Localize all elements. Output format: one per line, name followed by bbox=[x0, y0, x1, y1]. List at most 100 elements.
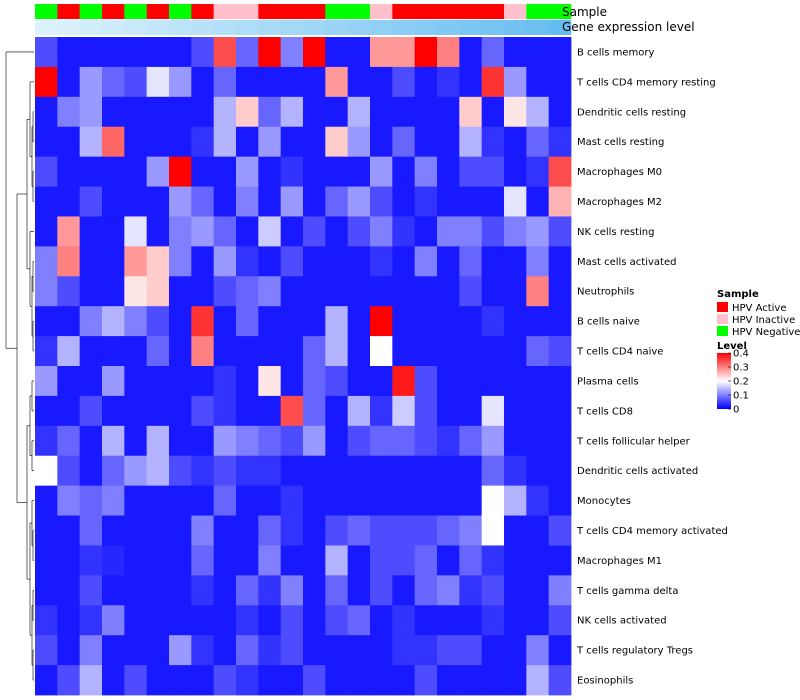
heatmap-cell bbox=[414, 306, 438, 337]
heatmap-cell bbox=[481, 216, 505, 247]
heatmap-cell bbox=[79, 186, 103, 217]
heatmap-cell bbox=[169, 515, 192, 546]
heatmap-cell bbox=[414, 96, 438, 128]
heatmap-cell bbox=[481, 605, 505, 636]
heatmap-cell bbox=[459, 156, 483, 187]
heatmap-cell bbox=[392, 575, 416, 606]
heatmap-cell bbox=[347, 575, 371, 606]
heatmap-cell bbox=[169, 395, 192, 427]
row-label: T cells gamma delta bbox=[576, 586, 678, 597]
heatmap-cell bbox=[79, 635, 103, 666]
heatmap-cell bbox=[548, 66, 572, 98]
heatmap-cell bbox=[548, 485, 572, 516]
heatmap-cell bbox=[370, 366, 393, 397]
heatmap-cell bbox=[347, 276, 371, 307]
heatmap-cell bbox=[347, 455, 371, 487]
heatmap-cell bbox=[504, 605, 527, 636]
heatmap-cell bbox=[392, 156, 416, 187]
heatmap-cell bbox=[347, 635, 371, 666]
heatmap-cell bbox=[437, 276, 460, 307]
heatmap-cell bbox=[370, 186, 393, 217]
heatmap-cell bbox=[303, 216, 326, 247]
heatmap-cell bbox=[258, 216, 282, 247]
heatmap-cell bbox=[303, 515, 326, 546]
heatmap-cell bbox=[347, 485, 371, 516]
heatmap-cell bbox=[57, 186, 81, 217]
heatmap-cell bbox=[236, 515, 259, 546]
sample-annotation-cell bbox=[347, 4, 371, 19]
heatmap-cell bbox=[102, 336, 125, 367]
heatmap-cell bbox=[459, 246, 483, 277]
heatmap-cell bbox=[79, 605, 103, 636]
heatmap-cell bbox=[325, 336, 349, 367]
heatmap-cell bbox=[459, 605, 483, 636]
heatmap-cell bbox=[280, 336, 304, 367]
heatmap-cell bbox=[459, 336, 483, 367]
heatmap-cell bbox=[35, 156, 58, 187]
row-label: B cells memory bbox=[577, 47, 654, 58]
heatmap-cell bbox=[414, 395, 438, 427]
heatmap-cell bbox=[303, 665, 326, 696]
heatmap-cell bbox=[79, 455, 103, 487]
heatmap-cell bbox=[437, 515, 460, 546]
expression-annotation-cell bbox=[325, 20, 348, 35]
heatmap-cell bbox=[213, 635, 237, 666]
heatmap-cell bbox=[236, 246, 259, 277]
legend-entry-label: HPV Inactive bbox=[732, 315, 795, 326]
heatmap-cell bbox=[392, 485, 416, 516]
heatmap-cell bbox=[392, 395, 416, 427]
heatmap-cell bbox=[146, 545, 170, 576]
heatmap-cell bbox=[102, 635, 125, 666]
heatmap-cell bbox=[370, 605, 393, 636]
heatmap-cell bbox=[526, 246, 550, 277]
heatmap-cell bbox=[102, 276, 125, 307]
row-label: T cells CD4 memory activated bbox=[576, 526, 728, 537]
heatmap-cell bbox=[392, 37, 416, 68]
heatmap-cell bbox=[35, 216, 58, 247]
heatmap-cell bbox=[303, 37, 326, 68]
heatmap-cell bbox=[481, 395, 505, 427]
heatmap-cell bbox=[236, 126, 259, 158]
heatmap-cell bbox=[526, 216, 550, 247]
level-tick-label: 0 bbox=[733, 405, 739, 416]
heatmap-cell bbox=[102, 395, 125, 427]
level-tick-label: 0.3 bbox=[733, 363, 749, 374]
heatmap-cell bbox=[504, 575, 527, 606]
heatmap-cell bbox=[35, 545, 58, 576]
expression-annotation-cell bbox=[102, 20, 125, 35]
heatmap-cell bbox=[191, 425, 215, 457]
heatmap-cell bbox=[325, 366, 349, 397]
heatmap-cell bbox=[258, 336, 282, 367]
heatmap-cell bbox=[258, 545, 282, 576]
heatmap-cell bbox=[258, 635, 282, 666]
heatmap-cell bbox=[169, 126, 192, 158]
heatmap-cell bbox=[504, 66, 527, 98]
row-label: Macrophages M2 bbox=[577, 197, 662, 208]
heatmap-cell bbox=[79, 37, 103, 68]
heatmap-cell bbox=[325, 425, 349, 457]
heatmap-cell bbox=[548, 156, 572, 187]
heatmap-cell bbox=[325, 545, 349, 576]
heatmap-cell bbox=[481, 96, 505, 128]
heatmap-cell bbox=[325, 216, 349, 247]
heatmap-cell bbox=[437, 96, 460, 128]
heatmap-cell bbox=[191, 336, 215, 367]
heatmap-cell bbox=[191, 605, 215, 636]
heatmap-cell bbox=[35, 306, 58, 337]
heatmap-cell bbox=[526, 306, 550, 337]
heatmap-cell bbox=[280, 515, 304, 546]
heatmap-cell bbox=[102, 306, 125, 337]
heatmap-cell bbox=[146, 575, 170, 606]
heatmap-cell bbox=[280, 665, 304, 696]
heatmap-cell bbox=[57, 575, 81, 606]
sample-annotation-cell bbox=[57, 4, 80, 19]
heatmap-cell bbox=[191, 515, 215, 546]
heatmap-cell bbox=[303, 66, 326, 98]
heatmap-cell bbox=[35, 455, 58, 487]
heatmap-cell bbox=[437, 425, 460, 457]
heatmap-cell bbox=[57, 545, 81, 576]
heatmap-cell bbox=[213, 575, 237, 606]
heatmap-cell bbox=[191, 635, 215, 666]
heatmap-cell bbox=[102, 216, 125, 247]
heatmap-cell bbox=[280, 306, 304, 337]
